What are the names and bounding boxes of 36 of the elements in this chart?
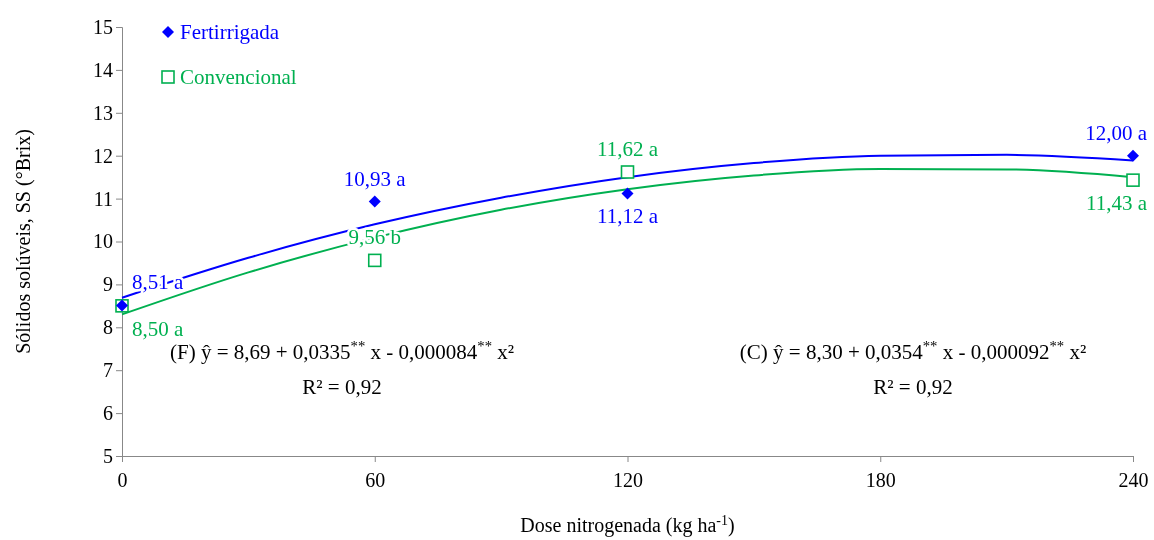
x-tick-label: 180	[865, 469, 896, 491]
data-label: 11,43 a	[1085, 191, 1148, 216]
point	[1127, 149, 1139, 162]
y-tick-label: 15	[93, 15, 113, 38]
x-axis-title: Dose nitrogenada (kg ha$^{-1}$)	[520, 512, 735, 537]
legend-label: Fertirrigada	[180, 20, 280, 44]
x-tick-label: 120	[613, 469, 643, 491]
data-label: 8,50 a	[132, 316, 184, 341]
x-tick-label: 60	[365, 469, 386, 491]
y-tick-label: 12	[93, 144, 113, 167]
point	[367, 253, 382, 268]
data-label: 10,93 a	[343, 166, 407, 191]
x-tick-label: 240	[1118, 469, 1149, 491]
legend-label: Convencional	[180, 65, 297, 89]
y-tick-label: 5	[103, 444, 113, 467]
data-label: 12,00 a	[1085, 120, 1148, 145]
x-tick-label: 0	[117, 469, 128, 491]
annotation: (C) ŷ = 8,30 + 0,0354$^{**}$ x - 0,000092$^{**}$ x²	[739, 338, 1087, 365]
y-axis-title: Sólidos solúveis, SS (°Brix)	[12, 129, 35, 354]
y-tick-label: 11	[93, 187, 113, 210]
y-tick-label: 14	[93, 58, 113, 81]
y-tick-label: 6	[103, 402, 113, 424]
point	[1126, 173, 1140, 187]
annotation: R² = 0,92	[873, 374, 953, 399]
point	[368, 195, 381, 208]
y-tick-label: 7	[103, 359, 113, 382]
point	[620, 165, 635, 179]
y-tick-label: 13	[93, 101, 113, 124]
data-label: 11,12 a	[596, 204, 659, 229]
y-tick-label: 8	[103, 316, 113, 339]
y-tick-label: 10	[93, 230, 113, 253]
y-tick-label: 9	[103, 273, 113, 296]
data-label: 11,62 a	[596, 137, 659, 161]
annotation: R² = 0,92	[302, 374, 382, 399]
annotation: (F) ŷ = 8,69 + 0,0335$^{**}$ x - 0,000084$^{**}$ x²	[169, 338, 515, 365]
point	[621, 187, 634, 200]
